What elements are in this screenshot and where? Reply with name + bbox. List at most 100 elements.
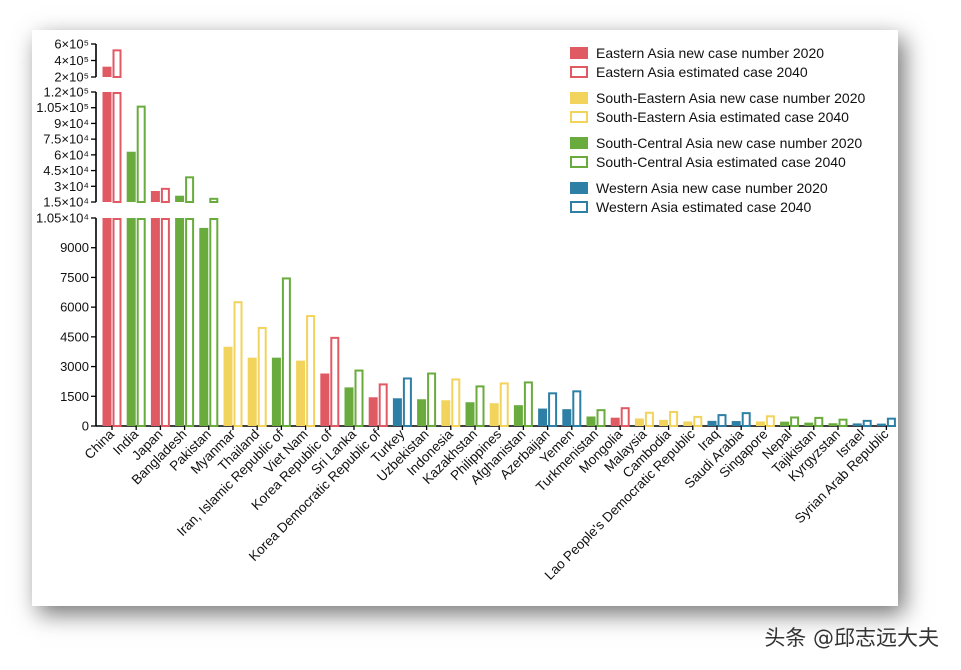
bar-2020 xyxy=(659,419,669,426)
bar-2040 xyxy=(354,369,364,427)
y-tick-label: 3×10⁴ xyxy=(54,179,89,194)
legend-label: South-Central Asia estimated case 2040 xyxy=(596,154,846,170)
bar-2040 xyxy=(741,412,751,427)
bar-2040 xyxy=(257,326,267,428)
bar-2040 xyxy=(330,336,340,428)
bar-2020 xyxy=(296,360,306,426)
y-tick-label: 7500 xyxy=(60,270,89,285)
bar-2040 xyxy=(112,92,122,203)
bar-2040 xyxy=(427,372,437,427)
legend: Eastern Asia new case number 2020 Eastern… xyxy=(570,45,865,215)
bar-2020 xyxy=(271,357,281,426)
bar-2040 xyxy=(548,392,558,428)
bar-chart: 0 1500 3000 4500 6000 7500 9000 1.05×10⁴1.5×10⁴… xyxy=(36,37,896,583)
legend-label: Western Asia new case number 2020 xyxy=(596,180,828,196)
bar-2020 xyxy=(150,218,160,426)
y-tick-label: 1.2×10⁵ xyxy=(43,85,89,100)
bar-2020 xyxy=(199,227,209,426)
chart-card: 0 1500 3000 4500 6000 7500 9000 1.05×10⁴ 1.5×10⁴… xyxy=(32,30,898,606)
y-tick-label: 3000 xyxy=(60,359,89,374)
legend-label: South-Central Asia new case number 2020 xyxy=(596,135,862,151)
bar-2040 xyxy=(886,417,896,427)
legend-swatch-outline xyxy=(570,111,588,123)
bar-2040 xyxy=(136,105,146,203)
y-tick-label: 7.5×10⁴ xyxy=(43,132,89,147)
bar-2020 xyxy=(538,408,548,426)
bar-2040 xyxy=(306,315,316,428)
bar-2020 xyxy=(223,346,233,426)
bar-2040 xyxy=(862,419,872,427)
bars xyxy=(102,49,896,428)
y-tick-label: 1.05×10⁴ xyxy=(36,211,89,226)
y-tick-label: 1.05×10⁵ xyxy=(36,100,89,115)
y-tick-label: 2×10⁵ xyxy=(54,70,89,85)
bar-2040 xyxy=(136,218,146,427)
bar-2040 xyxy=(451,378,461,428)
legend-swatch-outline xyxy=(570,156,588,168)
bar-2020 xyxy=(441,400,451,426)
legend-swatch-outline xyxy=(570,201,588,213)
bar-2020 xyxy=(102,92,112,202)
bar-2040 xyxy=(475,385,485,427)
bar-2020 xyxy=(150,191,160,202)
bar-2020 xyxy=(102,218,112,426)
y-tick-label: 0 xyxy=(82,419,89,434)
bar-2040 xyxy=(790,416,800,427)
bar-2020 xyxy=(828,423,838,426)
y-tick-label: 4500 xyxy=(60,329,89,344)
bar-2040 xyxy=(523,381,533,427)
y-tick-label: 6000 xyxy=(60,300,89,315)
legend-label: Eastern Asia estimated case 2040 xyxy=(596,64,808,80)
legend-swatch-filled xyxy=(570,47,588,59)
bar-2020 xyxy=(175,195,185,202)
y-tick-label: 1500 xyxy=(60,389,89,404)
bar-2040 xyxy=(160,187,170,204)
bar-2020 xyxy=(344,387,354,426)
legend-label: South-Eastern Asia estimated case 2040 xyxy=(596,109,849,125)
legend-label: South-Eastern Asia new case number 2020 xyxy=(596,90,865,106)
bar-2020 xyxy=(586,416,596,426)
bar-2040 xyxy=(402,377,412,428)
bar-2020 xyxy=(562,409,572,426)
bar-2020 xyxy=(126,218,136,426)
bar-2020 xyxy=(755,421,765,426)
bar-2020 xyxy=(707,420,717,426)
bar-2020 xyxy=(175,218,185,426)
bar-2020 xyxy=(634,418,644,426)
y-tick-label: 4×10⁵ xyxy=(54,53,89,68)
y-tick-label: 9000 xyxy=(60,240,89,255)
bar-2040 xyxy=(112,218,122,427)
bar-2020 xyxy=(368,397,378,426)
legend-swatch-filled xyxy=(570,182,588,194)
x-tick-labels: ChinaIndiaJapanBangladeshPakistanMyanmar… xyxy=(82,426,892,583)
bar-2040 xyxy=(669,410,679,428)
legend-swatch-filled xyxy=(570,92,588,104)
bar-2040 xyxy=(499,382,509,427)
legend-swatch-outline xyxy=(570,66,588,78)
bar-2020 xyxy=(731,421,741,426)
watermark: 头条 @邱志远大夫 xyxy=(764,626,939,650)
bar-2040 xyxy=(644,411,654,428)
y-tick-label: 6×10⁴ xyxy=(54,147,89,162)
bar-2040 xyxy=(233,301,243,428)
bar-2040 xyxy=(814,416,824,427)
bar-2020 xyxy=(610,417,620,426)
bar-2040 xyxy=(281,277,291,427)
bar-2040 xyxy=(160,218,170,427)
bar-2020 xyxy=(683,421,693,426)
bar-2040 xyxy=(378,383,388,427)
bar-2020 xyxy=(126,151,136,202)
bar-2040 xyxy=(838,418,848,427)
bar-2020 xyxy=(417,399,427,426)
bar-2040 xyxy=(572,390,582,428)
axes: 0 1500 3000 4500 6000 7500 9000 1.05×10⁴1.5×10⁴… xyxy=(36,37,896,434)
bar-2040 xyxy=(620,407,630,427)
bar-2040 xyxy=(209,197,219,204)
bar-2020 xyxy=(804,422,814,426)
bar-2040 xyxy=(185,176,195,203)
legend-label: Eastern Asia new case number 2020 xyxy=(596,45,824,61)
bar-2040 xyxy=(209,218,219,427)
bar-2040 xyxy=(185,218,195,427)
bar-2020 xyxy=(876,423,886,426)
bar-2020 xyxy=(247,357,257,426)
